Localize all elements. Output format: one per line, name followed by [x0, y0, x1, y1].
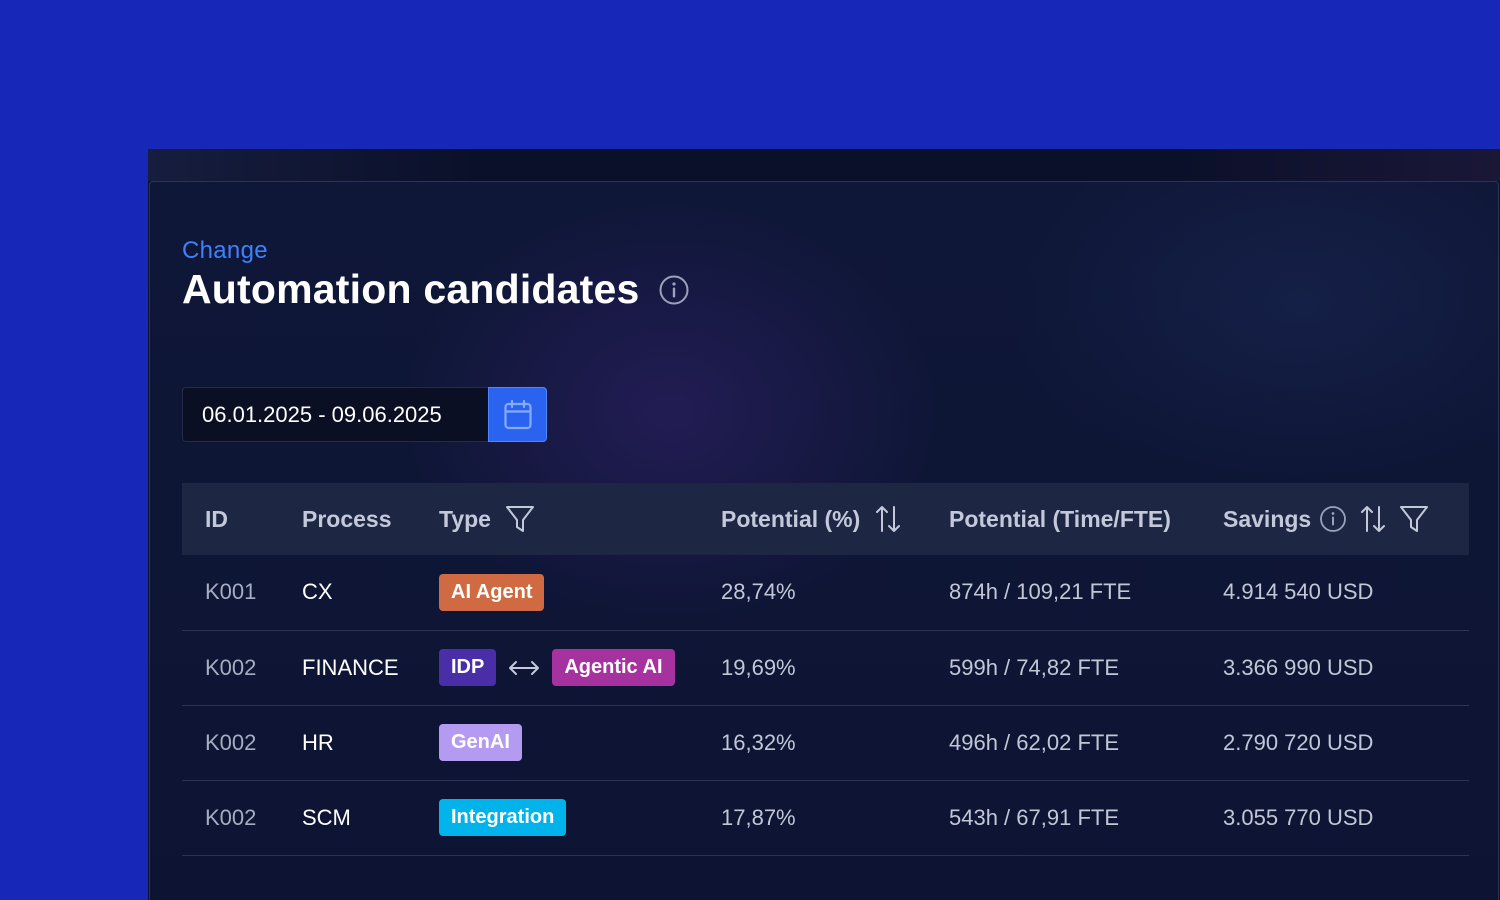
sort-icon[interactable] — [874, 504, 902, 534]
column-header-type: Type — [439, 483, 721, 555]
candidates-table: ID Process Type — [182, 483, 1469, 856]
cell-process: FINANCE — [302, 654, 399, 680]
table-row[interactable]: K002 SCM Integration 17,87% 543h / 67,91… — [182, 780, 1469, 855]
cell-process: HR — [302, 729, 334, 755]
app-window: Change Automation candidates — [148, 149, 1500, 900]
automation-candidates-panel: Change Automation candidates — [149, 181, 1499, 900]
sort-icon[interactable] — [1359, 504, 1387, 534]
title-row: Automation candidates — [182, 266, 690, 313]
column-header-savings: Savings — [1223, 483, 1469, 555]
cell-id: K002 — [205, 729, 257, 755]
section-eyebrow: Change — [182, 237, 268, 264]
column-header-potential-time: Potential (Time/FTE) — [949, 483, 1223, 555]
filter-icon[interactable] — [1399, 504, 1429, 534]
cell-potential-time: 496h / 62,02 FTE — [949, 729, 1119, 755]
column-header-potential-pct: Potential (%) — [721, 483, 949, 555]
table-row[interactable]: K001 CX AI Agent 28,74% 874h / 109,21 FT… — [182, 555, 1469, 630]
cell-id: K002 — [205, 654, 257, 680]
date-range-picker — [182, 387, 547, 442]
cell-id: K002 — [205, 804, 257, 830]
page-title: Automation candidates — [182, 266, 640, 312]
cell-savings: 4.914 540 USD — [1223, 579, 1374, 605]
cell-type: AI Agent — [439, 555, 721, 630]
cell-potential-time: 543h / 67,91 FTE — [949, 804, 1119, 830]
cell-potential-pct: 28,74% — [721, 579, 796, 605]
info-icon[interactable] — [658, 274, 690, 306]
calendar-button[interactable] — [488, 387, 547, 442]
column-header-id-label: ID — [205, 505, 228, 532]
column-header-potential-time-label: Potential (Time/FTE) — [949, 505, 1171, 532]
type-badge-integration: Integration — [439, 799, 567, 836]
cell-type: IDP Agentic AI — [439, 630, 721, 705]
column-header-process: Process — [302, 483, 439, 555]
type-badge-ai-agent: AI Agent — [439, 573, 545, 611]
column-header-potential-pct-label: Potential (%) — [721, 505, 861, 532]
cell-process: SCM — [302, 804, 351, 830]
cell-type: GenAI — [439, 705, 721, 780]
filter-icon[interactable] — [505, 504, 535, 534]
type-badge-genai: GenAI — [439, 724, 522, 761]
table-row[interactable]: K002 FINANCE IDP Agentic AI — [182, 630, 1469, 705]
type-badge-idp: IDP — [439, 649, 497, 686]
column-header-savings-label: Savings — [1223, 505, 1312, 532]
cell-savings: 3.055 770 USD — [1223, 804, 1374, 830]
cell-potential-pct: 16,32% — [721, 729, 796, 755]
info-icon[interactable] — [1319, 505, 1347, 533]
double-arrow-icon — [508, 658, 540, 678]
column-header-type-label: Type — [439, 505, 491, 532]
cell-savings: 3.366 990 USD — [1223, 654, 1374, 680]
cell-type: Integration — [439, 780, 721, 855]
column-header-process-label: Process — [302, 505, 392, 532]
cell-potential-time: 874h / 109,21 FTE — [949, 579, 1132, 605]
table-row[interactable]: K002 HR GenAI 16,32% 496h / 62,02 FTE 2.… — [182, 705, 1469, 780]
table-header-row: ID Process Type — [182, 483, 1469, 555]
column-header-id: ID — [182, 483, 302, 555]
cell-id: K001 — [205, 579, 257, 605]
cell-potential-pct: 17,87% — [721, 804, 796, 830]
cell-potential-time: 599h / 74,82 FTE — [949, 654, 1119, 680]
calendar-icon — [503, 399, 533, 431]
cell-process: CX — [302, 579, 333, 605]
date-range-input[interactable] — [182, 387, 488, 442]
cell-savings: 2.790 720 USD — [1223, 729, 1374, 755]
cell-potential-pct: 19,69% — [721, 654, 796, 680]
type-badge-agentic-ai: Agentic AI — [552, 649, 675, 686]
